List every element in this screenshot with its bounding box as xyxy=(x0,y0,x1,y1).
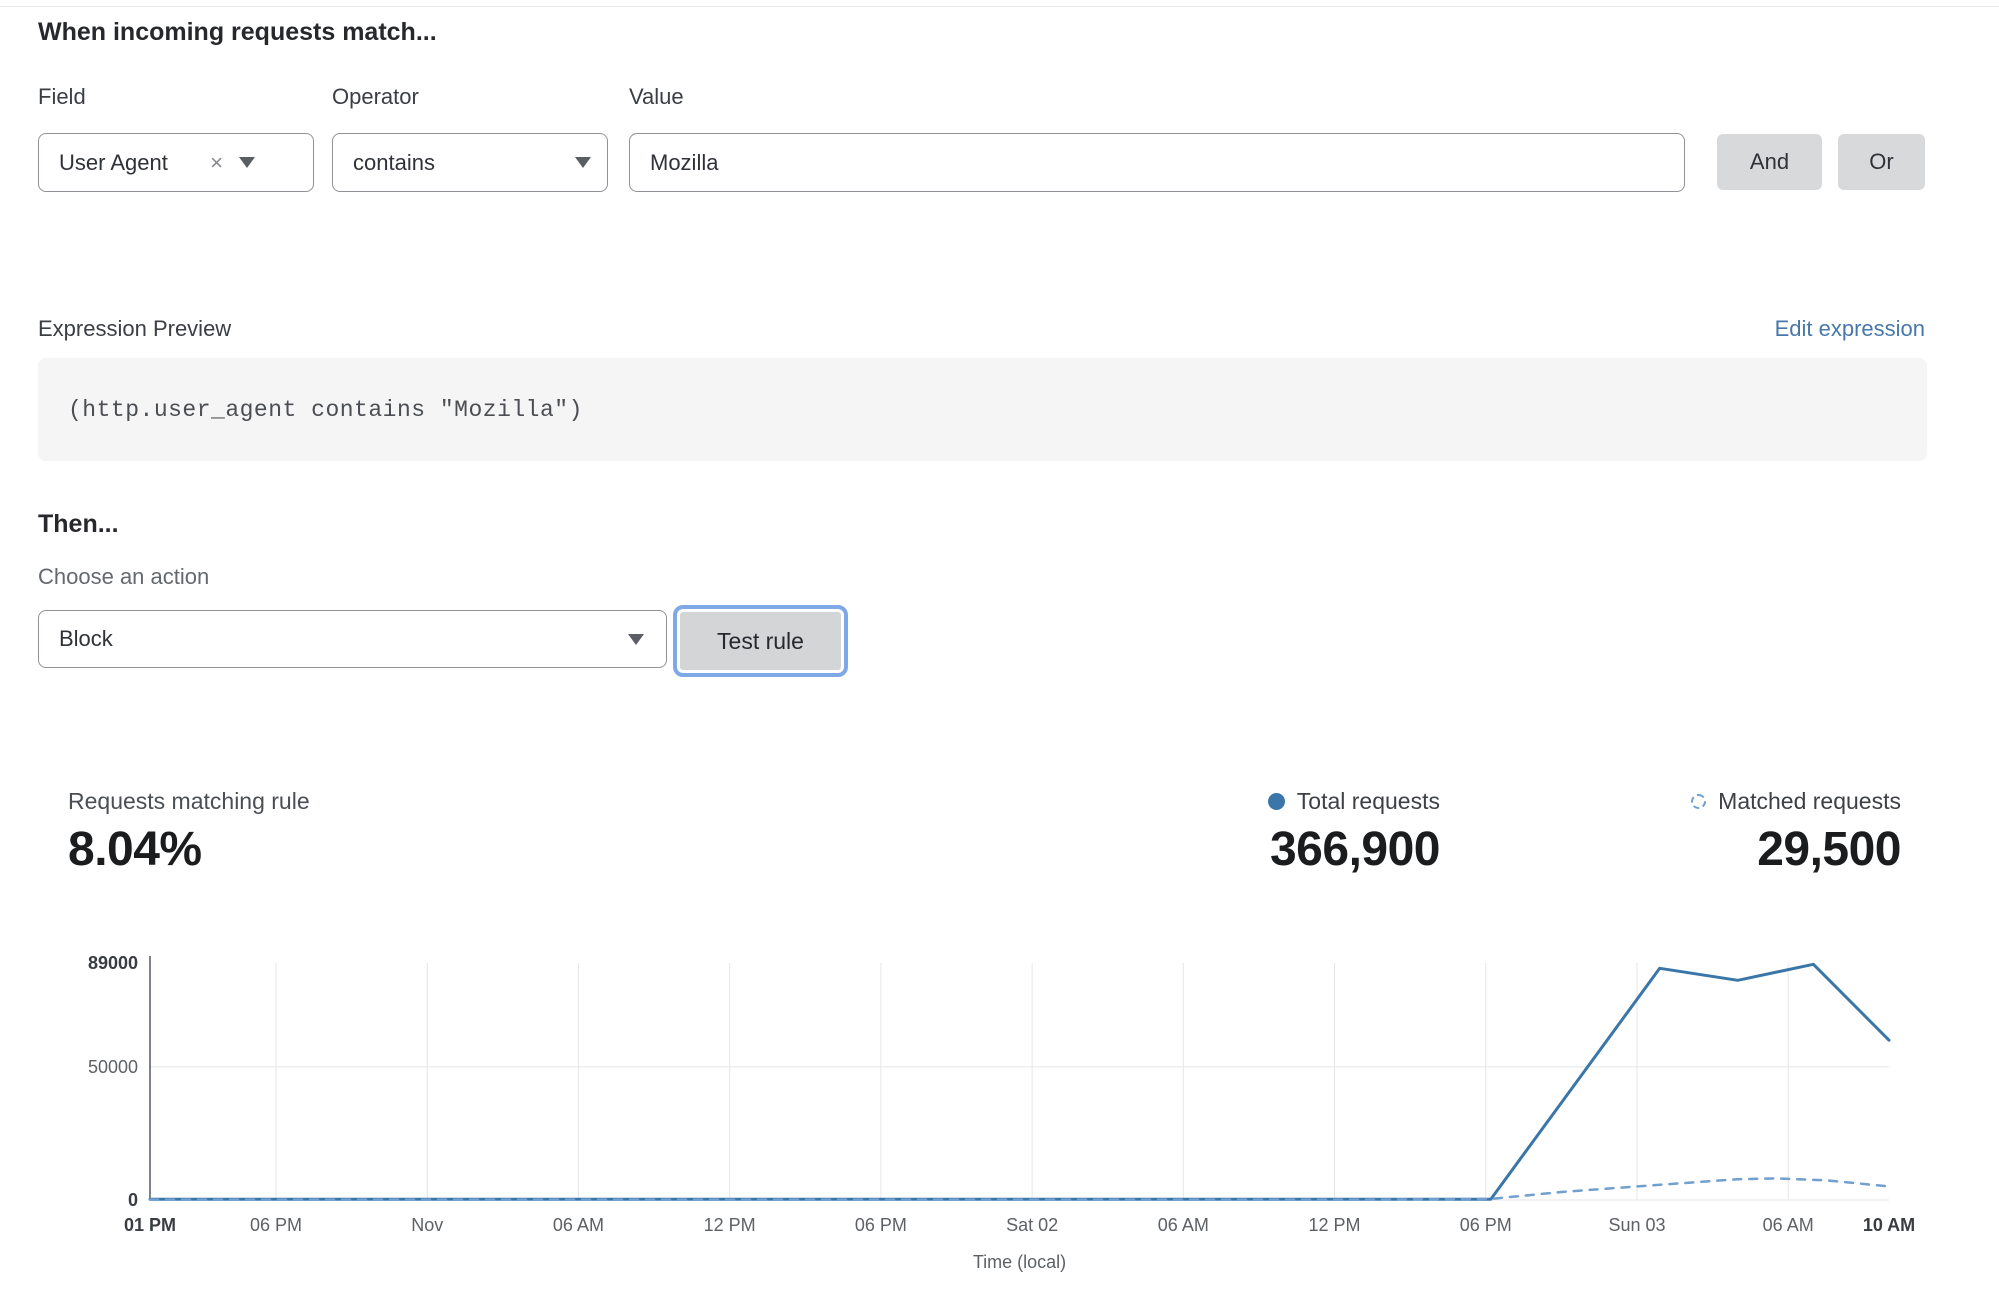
svg-text:06 PM: 06 PM xyxy=(1460,1215,1512,1235)
svg-text:06 AM: 06 AM xyxy=(1763,1215,1814,1235)
clear-icon[interactable]: × xyxy=(210,149,223,175)
svg-text:Sat 02: Sat 02 xyxy=(1006,1215,1058,1235)
svg-text:10 AM: 10 AM xyxy=(1863,1215,1915,1235)
value-label: Value xyxy=(629,84,684,109)
matched-requests-stat: Matched requests 29,500 xyxy=(1691,788,1901,877)
svg-text:89000: 89000 xyxy=(88,953,138,973)
total-requests-label: Total requests xyxy=(1296,788,1440,814)
operator-select-value: contains xyxy=(353,149,435,175)
choose-action-label: Choose an action xyxy=(38,564,210,589)
action-select-value: Block xyxy=(59,626,113,651)
svg-text:Nov: Nov xyxy=(411,1215,443,1235)
svg-text:Sun 03: Sun 03 xyxy=(1608,1215,1665,1235)
expression-preview-label: Expression Preview xyxy=(38,316,232,341)
svg-text:Time (local): Time (local) xyxy=(973,1252,1066,1272)
and-button[interactable]: And xyxy=(1717,134,1822,190)
edit-expression-link[interactable]: Edit expression xyxy=(1774,316,1925,341)
matched-requests-circle-icon xyxy=(1691,794,1707,809)
expression-code-box: (http.user_agent contains "Mozilla") xyxy=(38,358,1927,461)
svg-text:12 PM: 12 PM xyxy=(1309,1215,1361,1235)
total-requests-dot-icon xyxy=(1267,793,1285,810)
then-title: Then... xyxy=(38,510,119,538)
svg-text:50000: 50000 xyxy=(88,1057,138,1077)
svg-text:01 PM: 01 PM xyxy=(124,1215,176,1235)
total-requests-stat: Total requests 366,900 xyxy=(1267,788,1441,877)
matched-requests-value: 29,500 xyxy=(1757,823,1901,876)
requests-matching-value: 8.04% xyxy=(68,823,202,876)
chevron-down-icon xyxy=(575,157,591,168)
field-select[interactable]: User Agent × xyxy=(38,133,314,192)
operator-label: Operator xyxy=(332,84,419,109)
svg-text:06 PM: 06 PM xyxy=(855,1215,907,1235)
svg-text:06 AM: 06 AM xyxy=(1158,1215,1209,1235)
value-input[interactable] xyxy=(629,133,1685,192)
requests-matching-stat: Requests matching rule 8.04% xyxy=(68,788,310,877)
chevron-down-icon xyxy=(628,633,644,645)
action-select[interactable]: Block xyxy=(38,610,667,668)
when-match-title: When incoming requests match... xyxy=(38,18,437,46)
test-rule-button[interactable]: Test rule xyxy=(673,605,848,677)
matched-requests-label: Matched requests xyxy=(1718,788,1901,814)
card-top-border xyxy=(0,6,1999,7)
field-select-value: User Agent xyxy=(59,149,168,175)
svg-text:06 AM: 06 AM xyxy=(553,1215,604,1235)
operator-select[interactable]: contains xyxy=(332,133,608,192)
chevron-down-icon xyxy=(239,157,255,168)
requests-chart: 0 50000 89000 01 PM 06 PM Nov 06 AM 12 PM 06 PM S… xyxy=(88,953,1915,1272)
field-label: Field xyxy=(38,84,86,109)
requests-matching-label: Requests matching rule xyxy=(68,788,310,814)
svg-text:06 PM: 06 PM xyxy=(250,1215,302,1235)
svg-text:0: 0 xyxy=(128,1190,138,1210)
svg-text:12 PM: 12 PM xyxy=(704,1215,756,1235)
expression-code: (http.user_agent contains "Mozilla") xyxy=(68,396,583,423)
or-button[interactable]: Or xyxy=(1838,134,1925,190)
total-requests-value: 366,900 xyxy=(1269,823,1441,876)
